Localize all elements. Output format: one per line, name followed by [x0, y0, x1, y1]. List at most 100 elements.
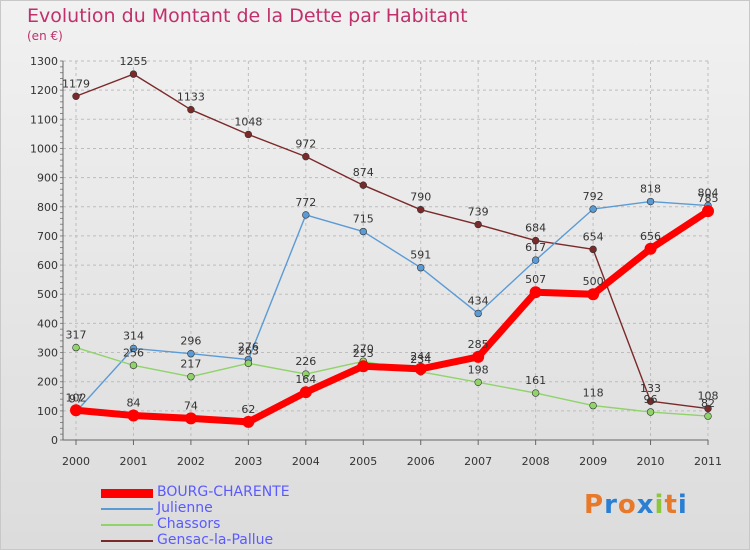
y-tick-label: 300 [37, 347, 58, 360]
data-point [646, 408, 655, 416]
data-label: 772 [295, 196, 316, 209]
data-label: 507 [525, 273, 546, 286]
data-point [472, 350, 485, 363]
data-point [244, 359, 253, 368]
y-tick-label: 600 [37, 259, 58, 272]
data-label: 102 [66, 391, 87, 404]
data-point [704, 412, 712, 420]
data-label: 314 [123, 329, 144, 342]
data-point [417, 264, 425, 272]
data-point [589, 245, 597, 254]
data-label: 972 [295, 138, 316, 151]
logo-letter: r [604, 490, 618, 520]
data-point [474, 309, 482, 318]
y-tick-label: 200 [37, 376, 58, 389]
data-label: 133 [640, 382, 661, 395]
data-label: 1048 [234, 115, 262, 128]
data-point [70, 404, 82, 417]
data-label: 434 [468, 294, 489, 307]
data-point [414, 362, 427, 375]
data-label: 785 [698, 192, 719, 205]
data-label: 161 [525, 374, 546, 387]
data-label: 656 [640, 230, 661, 243]
legend-swatch [101, 488, 153, 498]
logo-letter: x [636, 490, 655, 520]
logo-letter: i [654, 490, 665, 520]
logo-letter: o [617, 490, 637, 520]
y-tick-label: 0 [51, 434, 58, 447]
data-label: 97 [69, 393, 83, 406]
data-label: 118 [583, 387, 604, 400]
data-point [474, 220, 482, 229]
data-label: 296 [180, 335, 201, 348]
data-label: 1133 [177, 91, 205, 104]
data-point [72, 343, 80, 352]
data-point [589, 401, 597, 410]
data-label: 715 [353, 213, 374, 226]
data-label: 1255 [119, 55, 147, 68]
data-label: 84 [126, 397, 140, 410]
legend-swatch [101, 508, 153, 510]
data-point [244, 130, 253, 139]
series-line [75, 200, 709, 413]
data-point [531, 256, 540, 264]
data-label: 285 [468, 338, 489, 351]
data-point [644, 242, 657, 255]
x-tick-label: 2002 [177, 455, 205, 468]
data-label: 500 [583, 275, 604, 288]
proxiti-logo: Proxiti [584, 490, 688, 520]
data-point [417, 205, 425, 214]
data-label: 108 [698, 390, 719, 403]
x-tick-label: 2000 [62, 455, 90, 468]
series-line [75, 346, 709, 417]
data-point [302, 152, 310, 161]
x-tick-label: 2004 [292, 455, 320, 468]
data-point [187, 105, 195, 114]
data-label: 617 [525, 241, 546, 254]
x-tick-label: 2005 [349, 455, 377, 468]
data-point [646, 197, 655, 206]
data-label: 164 [295, 373, 316, 386]
x-tick-label: 2007 [464, 455, 492, 468]
data-point [129, 361, 138, 370]
data-label: 74 [184, 399, 198, 412]
x-tick-label: 2003 [234, 455, 262, 468]
data-label: 654 [583, 230, 604, 243]
data-point [72, 92, 80, 100]
data-label: 270 [353, 342, 374, 355]
chart-title: Evolution du Montant de la Dette par Hab… [27, 5, 468, 27]
y-tick-label: 800 [37, 201, 58, 214]
data-point [187, 350, 195, 358]
data-point [531, 389, 540, 397]
unit-label: (en €) [27, 29, 63, 43]
data-label: 198 [468, 363, 489, 376]
data-label: 217 [180, 358, 201, 371]
data-point [531, 236, 540, 245]
data-label: 62 [241, 403, 255, 416]
data-point [299, 386, 312, 399]
y-tick-label: 100 [37, 405, 58, 418]
data-point [587, 288, 600, 301]
data-point [529, 286, 542, 299]
x-tick-label: 2006 [407, 455, 435, 468]
y-tick-label: 500 [37, 288, 58, 301]
data-label: 317 [66, 329, 87, 342]
data-point [359, 227, 367, 236]
y-tick-label: 400 [37, 317, 58, 330]
y-tick-label: 1300 [30, 55, 58, 68]
y-tick-label: 700 [37, 230, 58, 243]
legend-label: Julienne [157, 500, 213, 516]
data-point [129, 70, 138, 78]
data-label: 591 [410, 249, 431, 262]
data-label: 234 [410, 353, 431, 366]
data-label: 804 [698, 187, 719, 200]
x-tick-label: 2009 [579, 455, 607, 468]
data-label: 790 [410, 191, 431, 204]
x-tick-label: 2001 [119, 455, 147, 468]
data-label: 818 [640, 183, 661, 196]
series-line [75, 208, 710, 426]
data-label: 739 [468, 206, 489, 219]
logo-letter: i [677, 490, 688, 520]
x-tick-label: 2011 [694, 455, 722, 468]
data-point [359, 181, 367, 189]
